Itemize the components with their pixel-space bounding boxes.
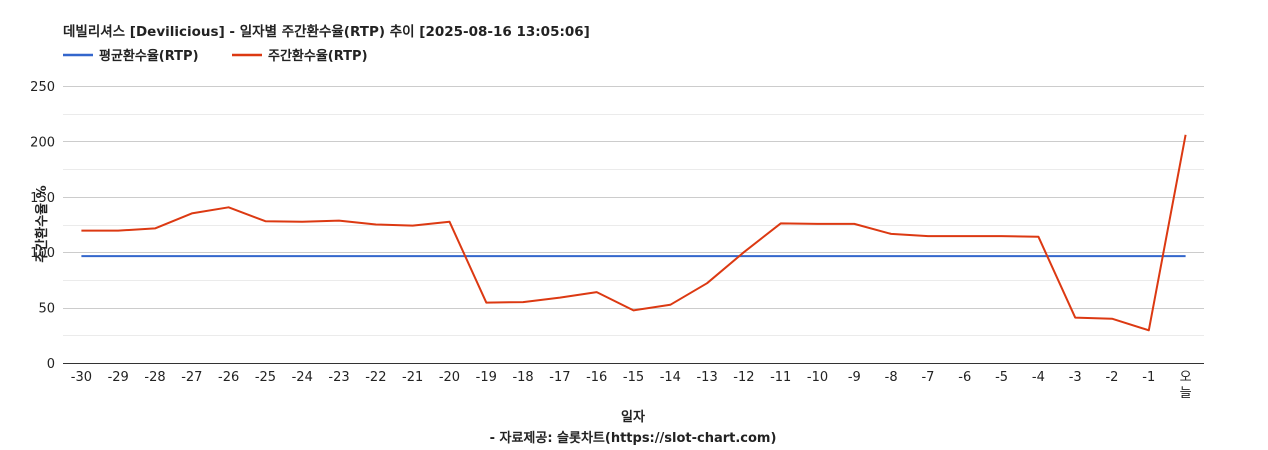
x-tick-label: -3 (1069, 370, 1082, 385)
x-tick-label: -18 (512, 370, 533, 385)
x-tick-label: -22 (365, 370, 386, 385)
y-tick-label: 200 (30, 135, 55, 150)
chart-title: 데빌리셔스 [Devilicious] - 일자별 주간환수율(RTP) 추이 … (63, 23, 590, 40)
x-axis-ticks: -30 -29 -28 -27 -26 -25 -24 -23 -22 -21 -20 -19 -18 -… (71, 370, 1192, 401)
x-tick-label: -29 (108, 370, 129, 385)
x-tick-label: -28 (144, 370, 165, 385)
x-tick-label: -30 (71, 370, 92, 385)
source-note: - 자료제공: 슬롯차트(https://slot-chart.com) (490, 430, 777, 446)
y-axis-ticks: 0 50 100 150 200 250 (30, 80, 55, 372)
x-tick-label: -5 (995, 370, 1008, 385)
grid (63, 86, 1204, 336)
x-tick-label: -25 (255, 370, 276, 385)
x-tick-label: -12 (733, 370, 754, 385)
x-tick-label: -9 (848, 370, 861, 385)
y-tick-label: 50 (38, 302, 55, 317)
x-tick-label: -24 (292, 370, 313, 385)
y-tick-label: 0 (47, 357, 55, 372)
x-tick-label: -17 (549, 370, 570, 385)
x-tick-label: -20 (439, 370, 460, 385)
x-tick-label: -21 (402, 370, 423, 385)
x-tick-label: -19 (476, 370, 497, 385)
x-tick-label: -13 (696, 370, 717, 385)
x-axis-title: 일자 (621, 410, 645, 425)
x-tick-label: -23 (328, 370, 349, 385)
x-tick-label: -26 (218, 370, 239, 385)
y-axis-title: 주간환수율 % (34, 185, 50, 262)
y-tick-label: 250 (30, 80, 55, 95)
legend-label-series-1: 주간환수율(RTP) (268, 48, 368, 64)
x-tick-label: -8 (885, 370, 898, 385)
x-tick-label: -27 (181, 370, 202, 385)
x-tick-label: -6 (958, 370, 971, 385)
legend-label-series-0: 평균환수율(RTP) (99, 48, 199, 64)
y-tick-label: 150 (30, 191, 55, 206)
x-tick-label: -10 (807, 370, 828, 385)
x-tick-label: -1 (1142, 370, 1155, 385)
series-line-1 (81, 134, 1187, 332)
legend: 평균환수율(RTP) 주간환수율(RTP) (63, 48, 368, 64)
x-tick-label: -14 (660, 370, 681, 385)
x-tick-label: -2 (1105, 370, 1118, 385)
y-tick-label: 100 (30, 246, 55, 261)
x-tick-label: -4 (1032, 370, 1045, 385)
x-tick-label: -11 (770, 370, 791, 385)
x-tick-label: -16 (586, 370, 607, 385)
series-group (81, 134, 1187, 332)
x-tick-label: -7 (921, 370, 934, 385)
x-tick-label: -15 (623, 370, 644, 385)
